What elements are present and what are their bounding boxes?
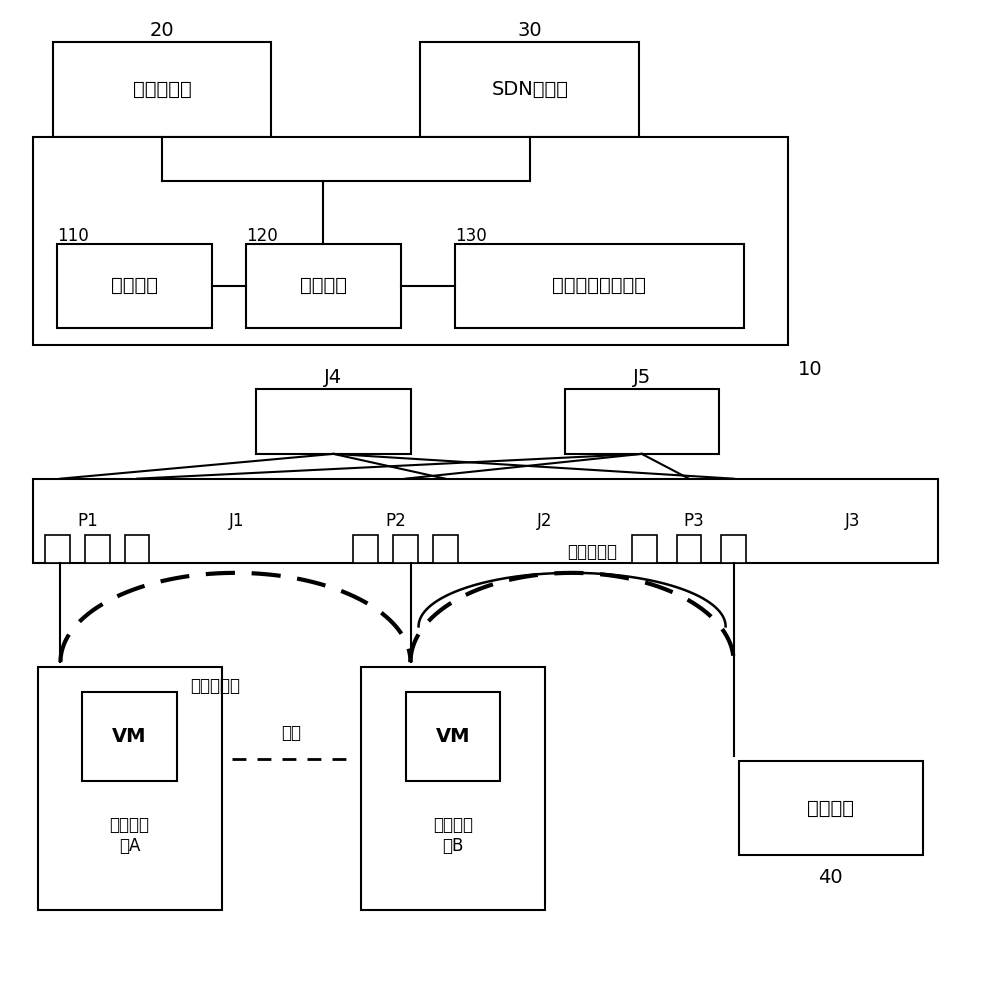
Text: VM: VM	[436, 727, 470, 746]
FancyBboxPatch shape	[82, 692, 177, 781]
FancyBboxPatch shape	[406, 692, 500, 781]
Text: 物理宿主
机A: 物理宿主 机A	[110, 817, 150, 855]
Text: 30: 30	[518, 21, 542, 40]
Text: 断开旧连接: 断开旧连接	[191, 677, 241, 695]
FancyBboxPatch shape	[455, 243, 744, 328]
Text: 探测模块: 探测模块	[111, 276, 158, 295]
Text: 迁移: 迁移	[281, 724, 301, 742]
FancyBboxPatch shape	[57, 243, 212, 328]
FancyBboxPatch shape	[125, 535, 149, 563]
FancyBboxPatch shape	[739, 762, 923, 855]
Text: 建立新连接: 建立新连接	[567, 543, 617, 561]
Text: VM: VM	[112, 727, 147, 746]
Text: P2: P2	[385, 512, 406, 530]
FancyBboxPatch shape	[393, 535, 418, 563]
FancyBboxPatch shape	[433, 535, 458, 563]
Text: P1: P1	[77, 512, 98, 530]
FancyBboxPatch shape	[565, 390, 719, 454]
Text: 定位模块: 定位模块	[300, 276, 347, 295]
Text: 云管理平台: 云管理平台	[133, 80, 191, 99]
FancyBboxPatch shape	[33, 137, 788, 345]
FancyBboxPatch shape	[256, 390, 411, 454]
FancyBboxPatch shape	[246, 243, 401, 328]
Text: SDN控制器: SDN控制器	[491, 80, 568, 99]
Text: 镜像端口配置模块: 镜像端口配置模块	[552, 276, 646, 295]
Text: 120: 120	[246, 226, 278, 245]
Text: 130: 130	[455, 226, 487, 245]
Text: J1: J1	[229, 512, 244, 530]
Text: P3: P3	[684, 512, 704, 530]
FancyBboxPatch shape	[721, 535, 746, 563]
FancyBboxPatch shape	[53, 43, 271, 137]
FancyBboxPatch shape	[361, 667, 545, 910]
FancyBboxPatch shape	[677, 535, 701, 563]
FancyBboxPatch shape	[353, 535, 378, 563]
Text: 10: 10	[798, 360, 823, 379]
Text: 监测系统: 监测系统	[807, 799, 854, 818]
Text: J3: J3	[845, 512, 861, 530]
Text: 40: 40	[818, 867, 843, 886]
Text: 物理宿主
机B: 物理宿主 机B	[433, 817, 473, 855]
Text: J5: J5	[633, 368, 651, 387]
FancyBboxPatch shape	[45, 535, 70, 563]
Text: J2: J2	[537, 512, 553, 530]
Text: 110: 110	[57, 226, 89, 245]
Text: J4: J4	[324, 368, 342, 387]
FancyBboxPatch shape	[632, 535, 657, 563]
Text: 20: 20	[150, 21, 174, 40]
FancyBboxPatch shape	[85, 535, 110, 563]
FancyBboxPatch shape	[33, 479, 938, 563]
FancyBboxPatch shape	[38, 667, 222, 910]
FancyBboxPatch shape	[420, 43, 639, 137]
